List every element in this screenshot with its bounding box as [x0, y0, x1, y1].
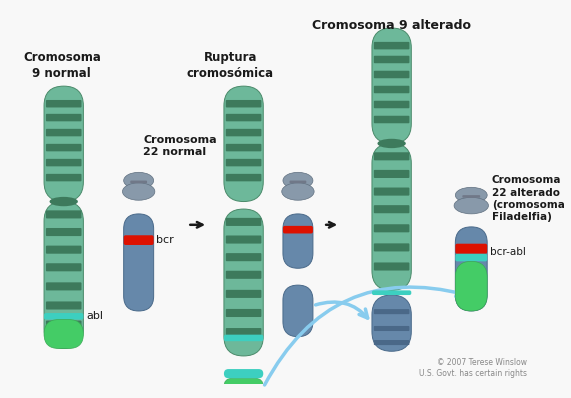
- FancyBboxPatch shape: [374, 101, 409, 108]
- FancyBboxPatch shape: [46, 144, 82, 151]
- Text: bcr: bcr: [156, 235, 174, 245]
- Text: bcr-abl: bcr-abl: [490, 248, 526, 258]
- FancyBboxPatch shape: [455, 244, 487, 254]
- FancyBboxPatch shape: [46, 228, 82, 236]
- FancyBboxPatch shape: [283, 285, 313, 337]
- FancyBboxPatch shape: [374, 262, 409, 271]
- FancyBboxPatch shape: [224, 335, 263, 341]
- Ellipse shape: [455, 187, 487, 203]
- Ellipse shape: [454, 197, 488, 214]
- FancyBboxPatch shape: [226, 328, 262, 336]
- FancyBboxPatch shape: [226, 114, 262, 121]
- FancyBboxPatch shape: [226, 309, 262, 317]
- FancyBboxPatch shape: [226, 236, 262, 244]
- FancyBboxPatch shape: [226, 174, 262, 181]
- FancyBboxPatch shape: [46, 320, 82, 329]
- FancyBboxPatch shape: [455, 254, 487, 261]
- Ellipse shape: [124, 172, 154, 189]
- FancyBboxPatch shape: [374, 340, 409, 345]
- FancyBboxPatch shape: [46, 246, 82, 254]
- FancyBboxPatch shape: [289, 181, 306, 183]
- FancyBboxPatch shape: [226, 100, 262, 107]
- FancyBboxPatch shape: [226, 290, 262, 298]
- Text: Cromosoma 9 alterado: Cromosoma 9 alterado: [312, 19, 471, 32]
- FancyBboxPatch shape: [46, 100, 82, 107]
- FancyBboxPatch shape: [372, 295, 411, 351]
- Ellipse shape: [122, 183, 155, 200]
- FancyBboxPatch shape: [44, 313, 83, 320]
- Ellipse shape: [282, 183, 314, 200]
- FancyBboxPatch shape: [46, 301, 82, 310]
- FancyBboxPatch shape: [374, 309, 409, 314]
- FancyBboxPatch shape: [455, 261, 487, 311]
- FancyBboxPatch shape: [463, 195, 480, 198]
- Text: © 2007 Terese Winslow
U.S. Govt. has certain rights: © 2007 Terese Winslow U.S. Govt. has cer…: [419, 358, 526, 378]
- FancyBboxPatch shape: [374, 205, 409, 213]
- FancyBboxPatch shape: [374, 243, 409, 252]
- FancyBboxPatch shape: [226, 129, 262, 137]
- FancyBboxPatch shape: [226, 144, 262, 151]
- FancyBboxPatch shape: [374, 86, 409, 93]
- FancyBboxPatch shape: [374, 224, 409, 232]
- FancyBboxPatch shape: [372, 291, 411, 295]
- FancyBboxPatch shape: [224, 209, 263, 356]
- Ellipse shape: [283, 172, 313, 189]
- FancyBboxPatch shape: [226, 159, 262, 166]
- Text: Cromosoma
9 normal: Cromosoma 9 normal: [23, 51, 100, 80]
- FancyBboxPatch shape: [44, 201, 83, 349]
- Ellipse shape: [50, 197, 78, 206]
- FancyBboxPatch shape: [124, 235, 154, 245]
- Text: abl: abl: [86, 311, 103, 321]
- FancyBboxPatch shape: [226, 271, 262, 279]
- FancyBboxPatch shape: [283, 226, 313, 234]
- FancyBboxPatch shape: [46, 159, 82, 166]
- FancyBboxPatch shape: [374, 71, 409, 78]
- FancyBboxPatch shape: [224, 369, 263, 378]
- FancyBboxPatch shape: [46, 114, 82, 121]
- FancyBboxPatch shape: [374, 152, 409, 160]
- FancyBboxPatch shape: [46, 211, 82, 219]
- FancyBboxPatch shape: [44, 320, 83, 349]
- Text: Cromosoma
22 alterado
(cromosoma
Filadelfia): Cromosoma 22 alterado (cromosoma Filadel…: [492, 175, 565, 222]
- FancyBboxPatch shape: [46, 282, 82, 291]
- Ellipse shape: [377, 139, 406, 148]
- FancyBboxPatch shape: [374, 42, 409, 49]
- FancyBboxPatch shape: [372, 143, 411, 291]
- Text: Cromosoma
22 normal: Cromosoma 22 normal: [143, 135, 217, 157]
- FancyBboxPatch shape: [46, 129, 82, 137]
- FancyBboxPatch shape: [226, 218, 262, 226]
- FancyBboxPatch shape: [374, 116, 409, 123]
- FancyBboxPatch shape: [372, 28, 411, 143]
- FancyBboxPatch shape: [374, 187, 409, 195]
- FancyBboxPatch shape: [455, 227, 487, 311]
- FancyBboxPatch shape: [374, 326, 409, 331]
- Text: Ruptura
cromosómica: Ruptura cromosómica: [187, 51, 274, 80]
- FancyBboxPatch shape: [46, 263, 82, 271]
- FancyBboxPatch shape: [224, 378, 263, 395]
- FancyBboxPatch shape: [224, 86, 263, 201]
- FancyBboxPatch shape: [283, 214, 313, 268]
- FancyBboxPatch shape: [374, 56, 409, 63]
- FancyBboxPatch shape: [46, 174, 82, 181]
- FancyBboxPatch shape: [44, 86, 83, 201]
- FancyBboxPatch shape: [130, 181, 147, 183]
- FancyBboxPatch shape: [124, 214, 154, 311]
- FancyBboxPatch shape: [226, 253, 262, 261]
- FancyBboxPatch shape: [374, 170, 409, 178]
